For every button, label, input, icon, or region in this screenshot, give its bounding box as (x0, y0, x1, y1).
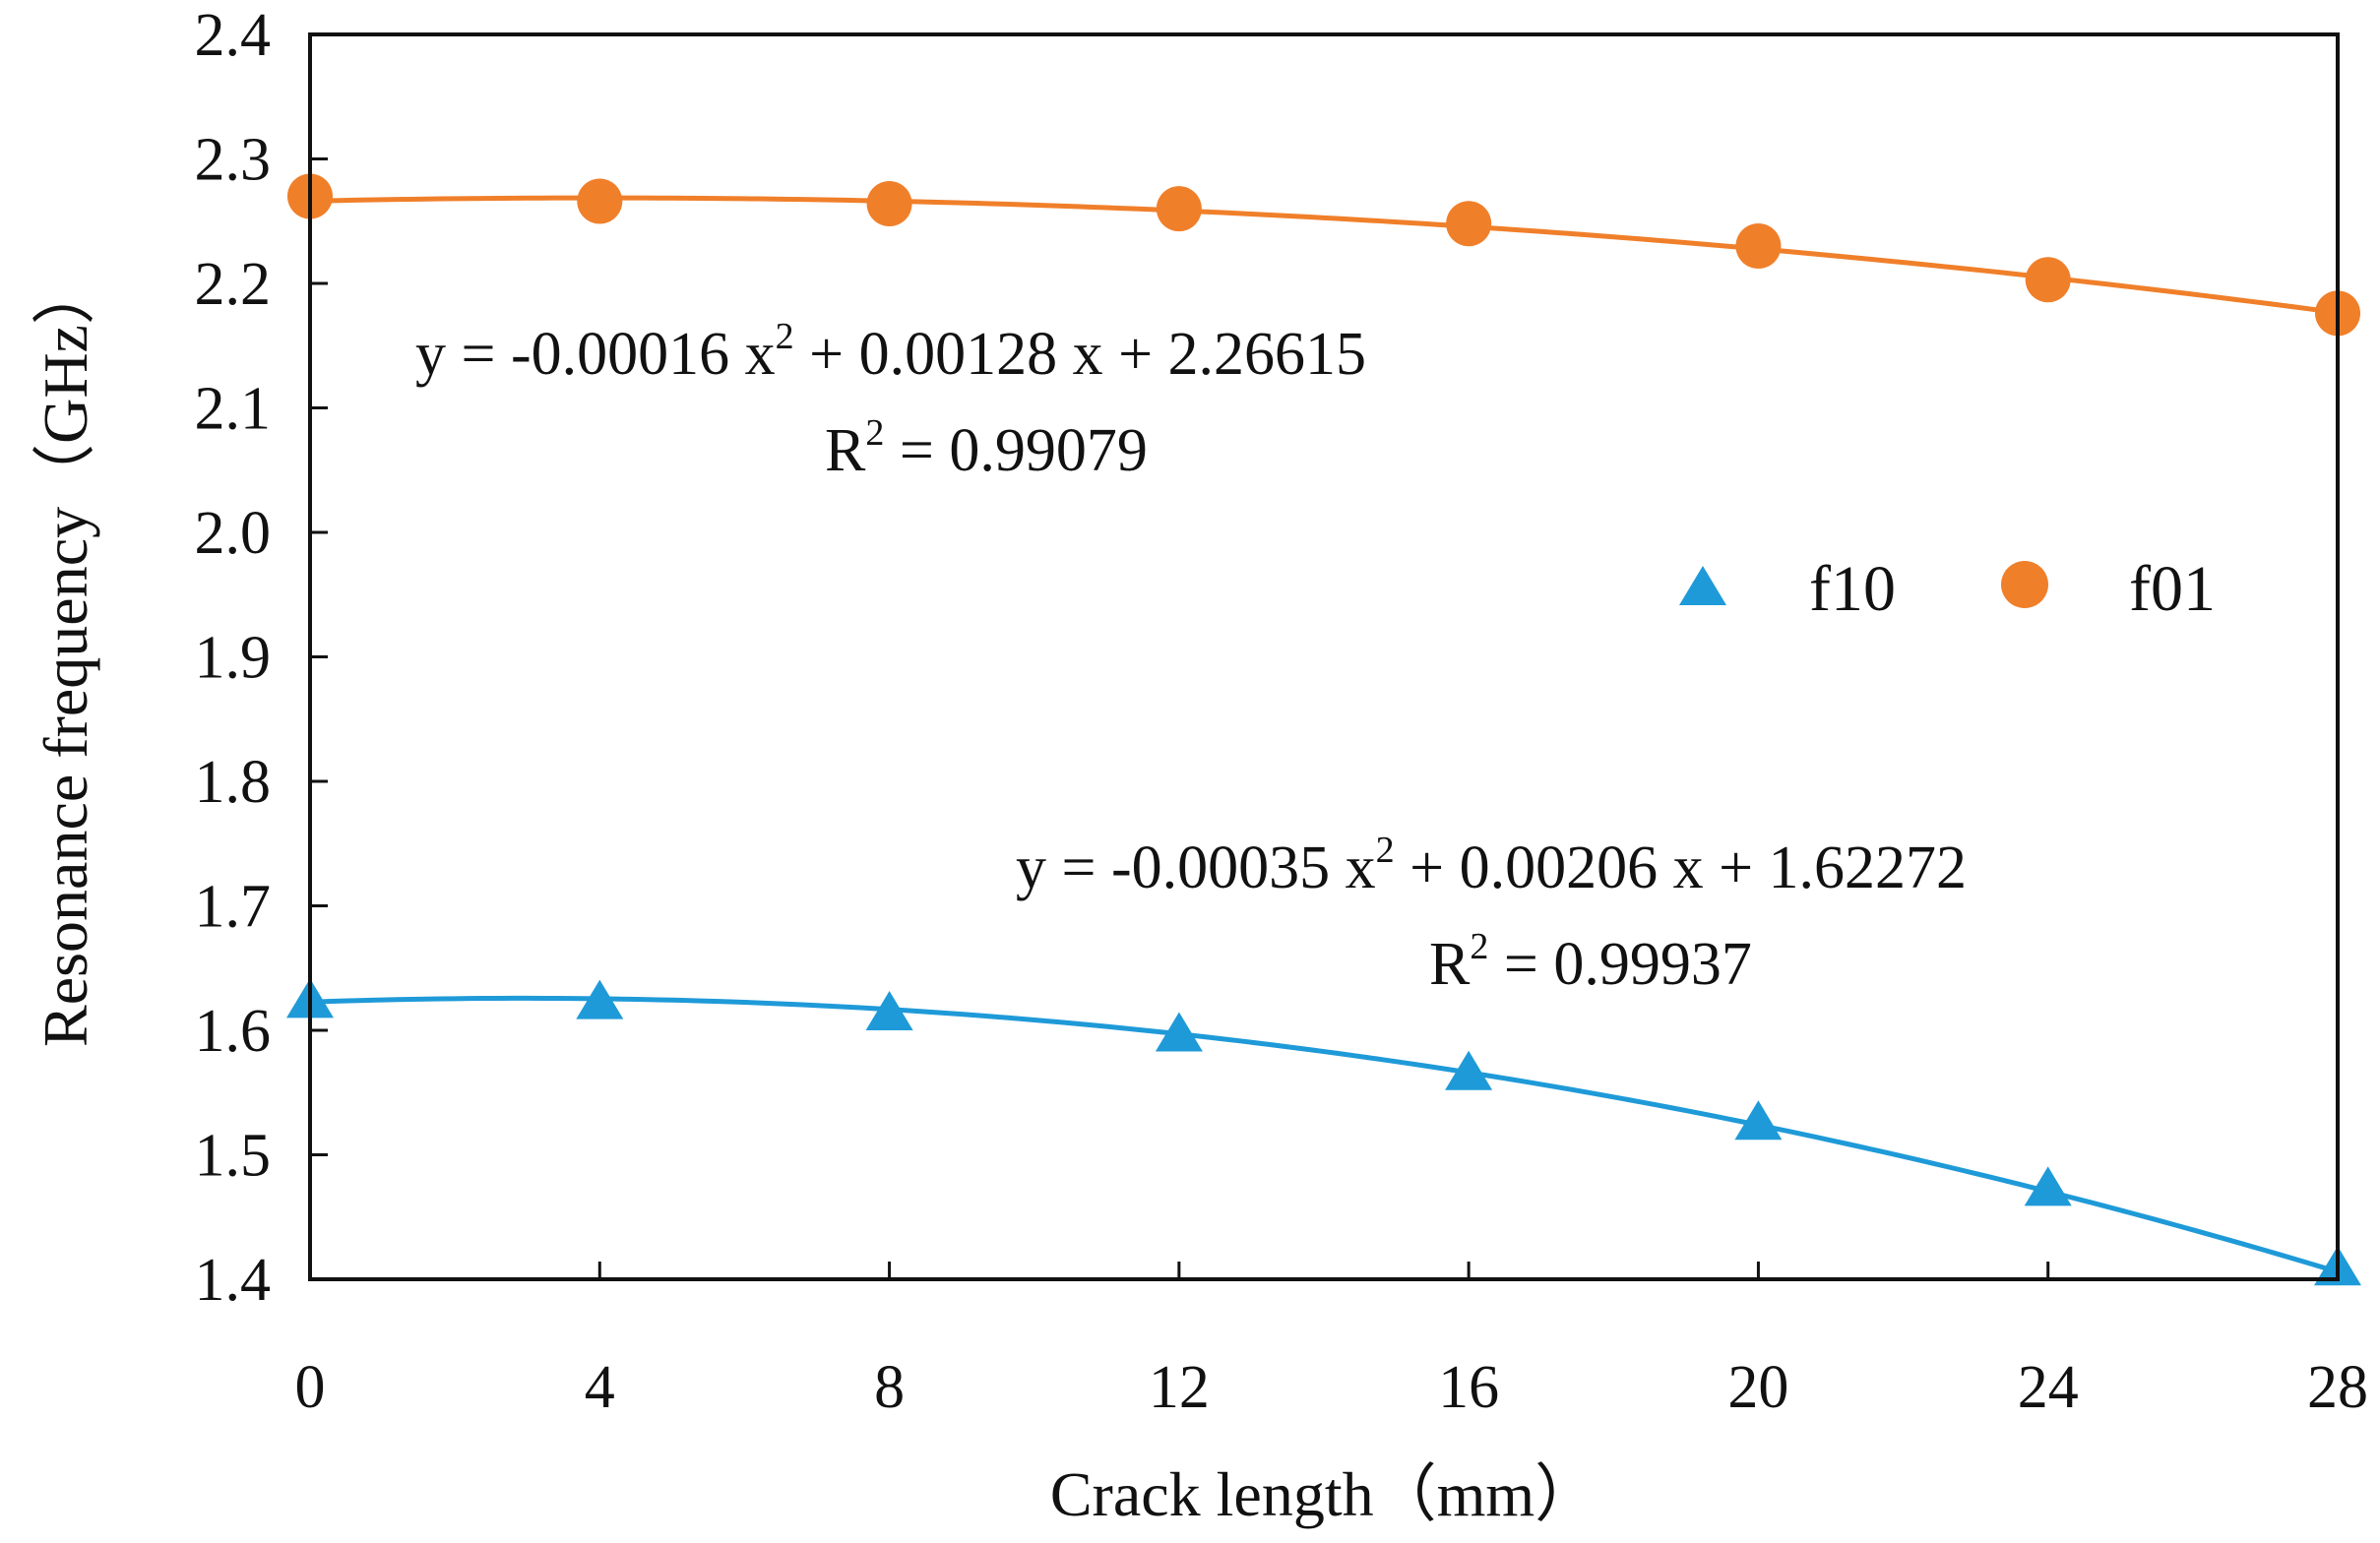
x-tick-label: 0 (295, 1354, 326, 1421)
y-tick-label: 2.1 (195, 376, 272, 443)
f01-equation: y = -0.00016 x2 + 0.00128 x + 2.26615 (415, 316, 1366, 388)
f01-r2-superscript: 2 (865, 412, 884, 454)
y-tick-label: 2.3 (195, 127, 272, 194)
y-axis-title: Resonance frequency（GHz） (31, 262, 100, 1047)
y-tick-label: 1.6 (195, 998, 272, 1065)
legend-f10-marker (1679, 566, 1726, 605)
legend: f10 f01 (1679, 553, 2216, 625)
f10-r2-rest: = 0.99937 (1488, 931, 1751, 998)
x-tick-label: 20 (1727, 1354, 1788, 1421)
f10-trendline (309, 995, 2339, 1274)
f10-equation: y = -0.00035 x2 + 0.00206 x + 1.62272 (1016, 830, 1967, 901)
x-axis-title: Crack length（mm） (1050, 1459, 1597, 1529)
f01-point (1735, 223, 1782, 270)
f01-r2-main: R (825, 417, 866, 484)
x-tick-label: 4 (585, 1354, 615, 1421)
f01-r2: R2 = 0.99079 (825, 412, 1148, 484)
x-tick-label: 24 (2018, 1354, 2079, 1421)
y-tick-label: 1.5 (195, 1123, 272, 1190)
y-tick-label: 2.2 (195, 251, 272, 318)
x-tick-label: 8 (874, 1354, 905, 1421)
f01-point (2025, 257, 2071, 303)
f01-trendline (309, 195, 2339, 316)
f10-r2-superscript: 2 (1470, 926, 1488, 967)
f10-equation-main: y = -0.00035 x (1016, 834, 1376, 901)
f01-point (1446, 201, 1492, 247)
f01-point (1156, 186, 1202, 232)
y-tick-label: 1.8 (195, 749, 272, 816)
legend-f01-label: f01 (2129, 553, 2216, 625)
f10-r2: R2 = 0.99937 (1429, 926, 1752, 998)
x-tick-label: 12 (1149, 1354, 1210, 1421)
f10-point (1155, 1012, 1203, 1052)
f10-point (576, 979, 624, 1019)
f01-point (866, 181, 912, 227)
f10-point (1734, 1100, 1783, 1141)
y-tick-label: 1.7 (195, 874, 272, 941)
legend-f01-marker (2001, 561, 2048, 608)
f01-equation-rest: + 0.00128 x + 2.26615 (794, 321, 1366, 388)
y-tick-label: 2.0 (195, 500, 272, 567)
f01-r2-rest: = 0.99079 (884, 417, 1147, 484)
f01-equation-superscript: 2 (776, 316, 794, 357)
f10-point (2024, 1166, 2072, 1206)
tick-layer: 0 4 8 12 16 20 24 28 1.4 1.5 1.6 1.7 1.8 1.9 2.0 2.1 2.2… (195, 2, 2369, 1421)
plot-area-frame (308, 32, 2340, 1281)
y-tick-label: 2.4 (195, 2, 272, 69)
x-tick-label: 28 (2307, 1354, 2368, 1421)
y-tick-label: 1.9 (195, 625, 272, 692)
f01-equation-main: y = -0.00016 x (415, 321, 776, 388)
x-tick-label: 16 (1438, 1354, 1499, 1421)
f10-equation-rest: + 0.00206 x + 1.62272 (1395, 834, 1967, 901)
f01-point (577, 178, 623, 224)
f10-point (865, 991, 913, 1030)
legend-f10-label: f10 (1809, 553, 1896, 625)
f10-point (1445, 1050, 1493, 1090)
y-tick-label: 1.4 (195, 1247, 272, 1314)
f10-r2-main: R (1429, 931, 1471, 998)
f10-equation-superscript: 2 (1376, 830, 1395, 871)
